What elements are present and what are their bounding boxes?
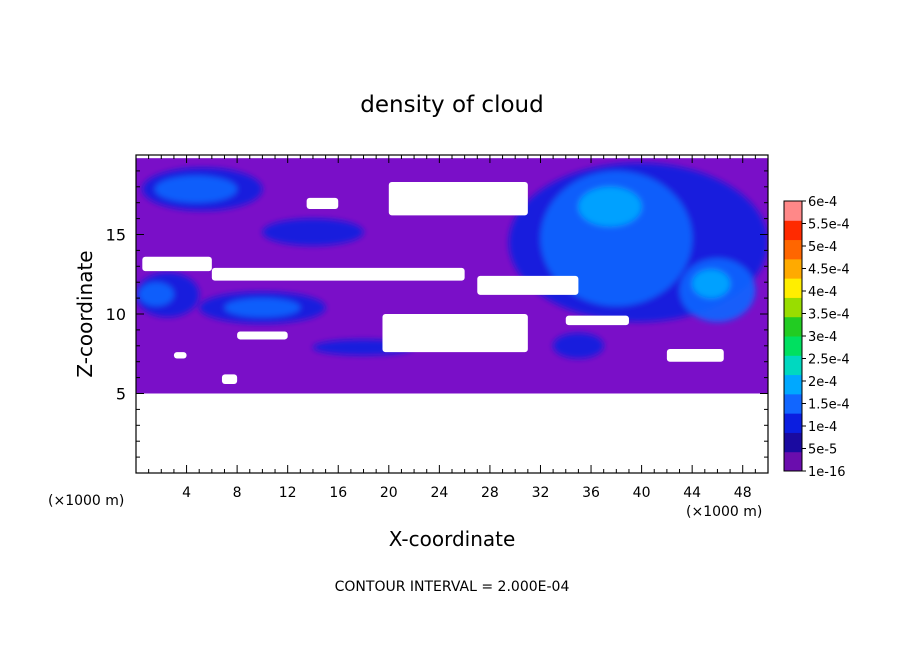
clear-air-patch-6: [237, 331, 288, 340]
clear-air-patch-9: [173, 352, 187, 359]
colorbar-swatch: [784, 393, 802, 414]
y-tick-label: 5: [116, 385, 126, 404]
y-axis-title: Z-coordinate: [73, 250, 97, 377]
colorbar-label: 1.5e-4: [808, 398, 850, 413]
contour-region-10: [540, 170, 693, 307]
colorbar-swatch: [784, 413, 802, 433]
x-tick-label: 20: [380, 485, 398, 501]
colorbar-swatch: [784, 297, 802, 318]
clear-air-patch-5: [382, 314, 528, 353]
colorbar-label: 5.5e-4: [808, 218, 850, 233]
colorbar-label: 1e-4: [808, 420, 837, 435]
colorbar-swatch: [784, 374, 802, 395]
plot-area: [136, 158, 768, 394]
colorbar-label: 4.5e-4: [808, 263, 850, 278]
clear-air-patch-2: [142, 256, 212, 272]
contour-region-7: [154, 175, 238, 203]
contour-region-6: [553, 333, 604, 359]
colorbar-swatch: [784, 239, 802, 260]
colorbar-swatch: [784, 432, 802, 453]
contour-region-13: [692, 269, 731, 299]
x-tick-label: 32: [532, 485, 550, 501]
x-tick-label: 40: [633, 485, 651, 501]
x-tick-label: 24: [430, 485, 448, 501]
contour-region-9: [138, 282, 174, 307]
colorbar-label: 4e-4: [808, 285, 837, 300]
colorbar-label: 1e-16: [808, 465, 846, 480]
clear-air-patch-1: [306, 197, 339, 210]
contour-interval-note: CONTOUR INTERVAL = 2.000E-04: [335, 579, 570, 595]
clear-air-patch-10: [221, 374, 238, 384]
colorbar-swatch: [784, 316, 802, 337]
contour-region-8: [224, 298, 301, 318]
x-tick-label: 12: [279, 485, 297, 501]
colorbar-swatch: [784, 355, 802, 376]
x-axis-title: X-coordinate: [389, 527, 516, 551]
x-tick-label: 4: [182, 485, 191, 501]
y-tick-label: 15: [106, 226, 126, 245]
colorbar-swatch: [784, 258, 802, 279]
colorbar-swatch: [784, 220, 802, 241]
y-tick-label: 10: [106, 305, 126, 324]
x-tick-label: 48: [734, 485, 752, 501]
y-axis-unit: (×1000 m): [48, 493, 124, 509]
colorbar-label: 5e-5: [808, 443, 837, 458]
colorbar: [783, 200, 803, 472]
colorbar-label: 2.5e-4: [808, 353, 850, 368]
x-tick-label: 28: [481, 485, 499, 501]
x-tick-label: 8: [233, 485, 242, 501]
x-tick-label: 44: [683, 485, 701, 501]
clear-air-patch-3: [211, 267, 465, 281]
colorbar-label: 3e-4: [808, 330, 837, 345]
x-tick-label: 36: [582, 485, 600, 501]
colorbar-label: 6e-4: [808, 195, 837, 210]
contour-region-1: [262, 218, 364, 246]
y-axis-ticks: 5 10 15: [106, 170, 768, 458]
colorbar-labels: 6e-4 5.5e-4 5e-4 4.5e-4 4e-4 3.5e-4 3e-4 2.5e-4…: [802, 195, 850, 480]
colorbar-label: 3.5e-4: [808, 308, 850, 323]
x-axis-ticks: 4 8 12 16 20 24 28 32 36 40 44 48: [148, 155, 756, 501]
colorbar-swatch: [784, 201, 802, 221]
x-axis-unit: (×1000 m): [686, 504, 762, 520]
clear-air-patch-4: [477, 275, 579, 295]
clear-air-holes: [142, 182, 724, 384]
colorbar-swatch: [784, 278, 802, 298]
colorbar-swatch: [784, 336, 802, 356]
contour-region-12: [578, 186, 642, 227]
chart-title: density of cloud: [360, 92, 543, 118]
clear-air-patch-8: [666, 348, 724, 362]
clear-air-patch-0: [388, 182, 528, 216]
colorbar-label: 2e-4: [808, 375, 837, 390]
colorbar-swatch: [784, 451, 802, 472]
clear-air-patch-7: [565, 315, 629, 326]
x-tick-label: 16: [329, 485, 347, 501]
colorbar-label: 5e-4: [808, 240, 837, 255]
